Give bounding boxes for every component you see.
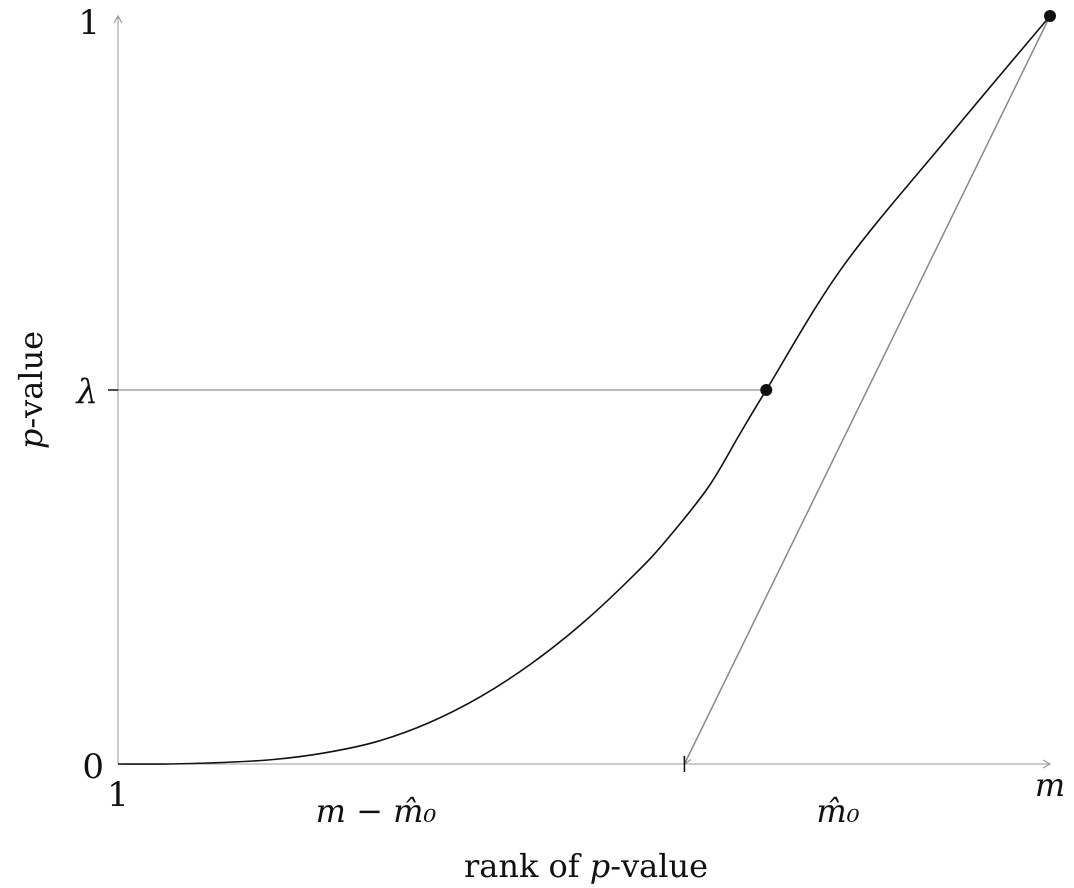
point-m-one: [1044, 10, 1056, 22]
fit-line: [683, 15, 1051, 766]
y-tick-label-zero: 0: [82, 747, 104, 787]
x-tick-label-m-minus-m0: m − m̂₀: [316, 792, 437, 830]
x-tick-label-m0: m̂₀: [816, 792, 859, 830]
x-axis-title-suffix: -value: [610, 847, 708, 885]
x-axis-title-var: p: [590, 847, 610, 885]
point-m0-lambda: [760, 384, 773, 396]
y-axis-title: p-value: [12, 331, 50, 449]
x-axis-title-prefix: rank of: [464, 847, 590, 885]
y-axis-title-var: p: [12, 429, 50, 449]
y-tick-label-one: 1: [78, 3, 100, 43]
x-axis-title: rank of p-value: [464, 847, 708, 885]
x-tick-label-one: 1: [107, 775, 129, 815]
y-tick-label-lambda: λ: [74, 372, 98, 412]
y-axis-title-suffix: -value: [12, 331, 50, 429]
p-value-curve: [117, 15, 1051, 765]
x-tick-label-m: m: [1035, 766, 1065, 804]
